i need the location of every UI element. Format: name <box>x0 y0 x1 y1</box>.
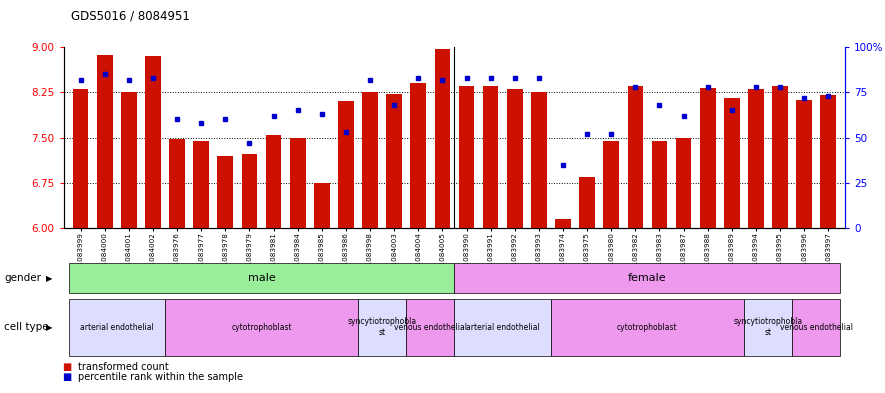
Bar <box>700 88 716 228</box>
Text: venous endothelial: venous endothelial <box>780 323 853 332</box>
Bar <box>289 138 305 228</box>
Text: syncytiotrophobla
st: syncytiotrophobla st <box>734 318 803 337</box>
Bar <box>651 141 667 228</box>
Text: transformed count: transformed count <box>78 362 169 373</box>
Text: arterial endothelial: arterial endothelial <box>466 323 540 332</box>
Bar <box>411 83 426 228</box>
Text: ■: ■ <box>62 372 71 382</box>
Bar <box>218 156 233 228</box>
Bar <box>531 92 547 228</box>
Bar <box>724 98 740 228</box>
Bar <box>604 141 620 228</box>
Text: ▶: ▶ <box>46 274 52 283</box>
Text: gender: gender <box>4 273 42 283</box>
Text: venous endothelial: venous endothelial <box>394 323 466 332</box>
Text: ■: ■ <box>62 362 71 373</box>
Text: GDS5016 / 8084951: GDS5016 / 8084951 <box>71 10 189 23</box>
Bar <box>96 55 112 228</box>
Text: ▶: ▶ <box>46 323 52 332</box>
Text: cytotrophoblast: cytotrophoblast <box>231 323 292 332</box>
Text: arterial endothelial: arterial endothelial <box>80 323 154 332</box>
Bar <box>507 89 522 228</box>
Text: cytotrophoblast: cytotrophoblast <box>617 323 678 332</box>
Bar <box>193 141 209 228</box>
Bar <box>314 183 329 228</box>
Bar <box>483 86 498 228</box>
Bar <box>435 49 450 228</box>
Bar <box>338 101 354 228</box>
Bar <box>580 177 595 228</box>
Bar <box>73 89 89 228</box>
Bar <box>773 86 788 228</box>
Text: syncytiotrophobla
st: syncytiotrophobla st <box>348 318 417 337</box>
Bar <box>555 219 571 228</box>
Bar <box>458 86 474 228</box>
Text: percentile rank within the sample: percentile rank within the sample <box>78 372 242 382</box>
Bar <box>627 86 643 228</box>
Bar <box>748 89 764 228</box>
Bar <box>266 134 281 228</box>
Bar <box>387 94 402 228</box>
Bar <box>145 56 161 228</box>
Text: cell type: cell type <box>4 322 49 332</box>
Bar <box>362 92 378 228</box>
Bar <box>169 139 185 228</box>
Bar <box>796 100 812 228</box>
Bar <box>242 154 258 228</box>
Text: male: male <box>248 273 275 283</box>
Bar <box>121 92 136 228</box>
Bar <box>676 138 691 228</box>
Text: female: female <box>628 273 666 283</box>
Bar <box>820 95 836 228</box>
